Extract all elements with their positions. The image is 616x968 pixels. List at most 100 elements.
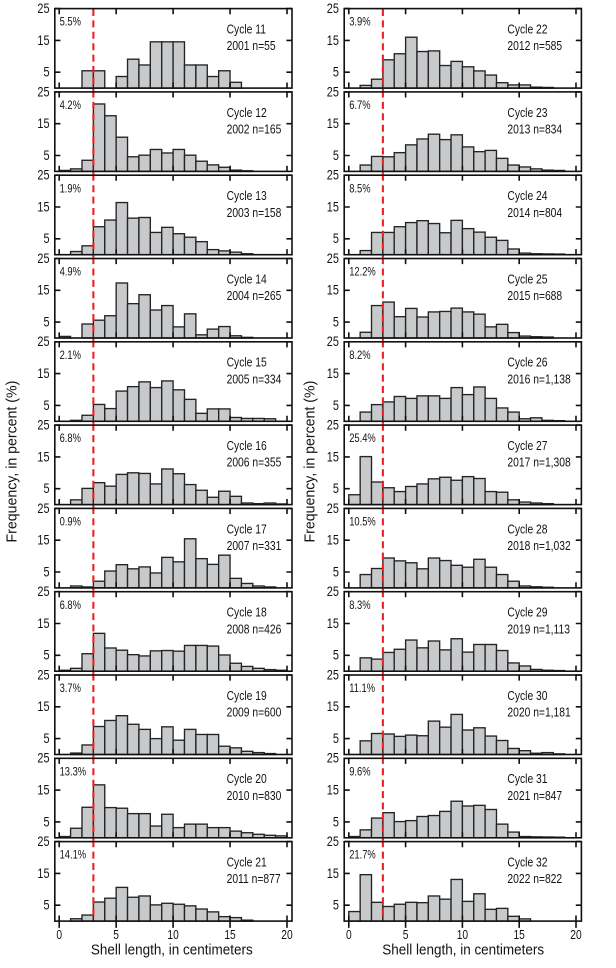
svg-text:5.5%: 5.5% (60, 16, 82, 29)
svg-text:15: 15 (37, 283, 49, 298)
svg-text:25: 25 (327, 334, 339, 349)
svg-text:2002 n=165: 2002 n=165 (227, 122, 282, 136)
svg-text:25: 25 (37, 501, 49, 516)
svg-text:25: 25 (327, 1, 339, 16)
svg-text:5: 5 (333, 897, 339, 912)
svg-text:10: 10 (167, 929, 178, 942)
svg-text:3.9%: 3.9% (349, 16, 371, 29)
svg-text:15: 15 (327, 283, 339, 298)
svg-text:Cycle 26: Cycle 26 (507, 356, 547, 370)
svg-text:2013 n=834: 2013 n=834 (507, 122, 562, 136)
svg-text:5: 5 (43, 231, 49, 246)
svg-text:2009 n=600: 2009 n=600 (227, 706, 282, 720)
svg-text:Cycle 29: Cycle 29 (507, 606, 547, 620)
svg-text:25: 25 (327, 501, 339, 516)
svg-text:4.2%: 4.2% (60, 99, 82, 112)
svg-text:25: 25 (37, 417, 49, 432)
svg-text:Cycle 23: Cycle 23 (507, 106, 547, 120)
svg-text:Cycle 22: Cycle 22 (507, 22, 547, 36)
svg-text:2020 n=1,181: 2020 n=1,181 (507, 706, 570, 720)
svg-text:15: 15 (37, 199, 49, 214)
svg-text:2017 n=1,308: 2017 n=1,308 (507, 456, 570, 470)
svg-text:21.7%: 21.7% (349, 849, 376, 862)
svg-text:15: 15 (37, 33, 49, 48)
svg-text:6.7%: 6.7% (349, 99, 371, 112)
svg-text:15: 15 (37, 366, 49, 381)
svg-text:15: 15 (327, 782, 339, 797)
svg-text:2003 n=158: 2003 n=158 (227, 206, 282, 220)
svg-text:25: 25 (37, 167, 49, 182)
svg-text:5: 5 (43, 731, 49, 746)
svg-text:Cycle 20: Cycle 20 (227, 772, 268, 786)
svg-text:25: 25 (327, 751, 339, 766)
svg-text:15: 15 (327, 199, 339, 214)
svg-text:Frequency, in percent (%): Frequency, in percent (%) (4, 381, 20, 543)
svg-text:25: 25 (327, 167, 339, 182)
svg-text:15: 15 (327, 866, 339, 881)
svg-text:10.5%: 10.5% (349, 516, 376, 529)
svg-text:5: 5 (333, 64, 339, 79)
svg-text:Shell length, in centimeters: Shell length, in centimeters (91, 941, 253, 958)
svg-text:2012 n=585: 2012 n=585 (507, 39, 562, 53)
svg-text:2008 n=426: 2008 n=426 (227, 622, 282, 636)
svg-text:6.8%: 6.8% (60, 432, 82, 445)
svg-text:15: 15 (37, 532, 49, 547)
svg-text:15: 15 (37, 449, 49, 464)
svg-text:2005 n=334: 2005 n=334 (227, 372, 282, 386)
svg-text:0: 0 (346, 929, 352, 942)
svg-text:25: 25 (37, 84, 49, 99)
svg-text:20: 20 (281, 929, 292, 942)
svg-text:20: 20 (570, 929, 581, 942)
svg-text:Cycle 30: Cycle 30 (507, 689, 548, 703)
svg-text:3.7%: 3.7% (60, 682, 82, 695)
svg-text:5: 5 (43, 648, 49, 663)
svg-text:5: 5 (43, 481, 49, 496)
svg-text:25: 25 (327, 251, 339, 266)
svg-text:15: 15 (514, 929, 525, 942)
svg-text:6.8%: 6.8% (60, 599, 82, 612)
svg-text:Cycle 11: Cycle 11 (227, 22, 266, 36)
svg-text:Cycle 32: Cycle 32 (507, 855, 547, 869)
svg-text:5: 5 (333, 481, 339, 496)
svg-text:2016 n=1,138: 2016 n=1,138 (507, 372, 570, 386)
svg-text:8.5%: 8.5% (349, 182, 371, 195)
svg-text:25: 25 (37, 834, 49, 849)
svg-text:15: 15 (327, 532, 339, 547)
svg-text:2014 n=804: 2014 n=804 (507, 206, 562, 220)
svg-text:25: 25 (37, 667, 49, 682)
svg-text:2004 n=265: 2004 n=265 (227, 289, 282, 303)
svg-text:5: 5 (333, 398, 339, 413)
svg-text:8.3%: 8.3% (349, 599, 371, 612)
svg-text:5: 5 (43, 814, 49, 829)
svg-text:25: 25 (37, 751, 49, 766)
svg-text:Cycle 14: Cycle 14 (227, 272, 268, 286)
svg-text:Shell length, in centimeters: Shell length, in centimeters (382, 941, 544, 958)
svg-text:25.4%: 25.4% (349, 432, 376, 445)
svg-text:9.6%: 9.6% (349, 765, 371, 778)
svg-text:15: 15 (327, 699, 339, 714)
svg-text:5: 5 (403, 929, 409, 942)
svg-text:5: 5 (113, 929, 119, 942)
svg-text:1.9%: 1.9% (60, 182, 82, 195)
svg-text:2011 n=877: 2011 n=877 (227, 872, 281, 886)
svg-text:14.1%: 14.1% (60, 849, 87, 862)
svg-text:8.2%: 8.2% (349, 349, 371, 362)
svg-text:25: 25 (327, 417, 339, 432)
svg-text:5: 5 (333, 814, 339, 829)
svg-text:12.2%: 12.2% (349, 266, 376, 279)
svg-text:25: 25 (37, 584, 49, 599)
svg-text:5: 5 (43, 897, 49, 912)
svg-text:2001 n=55: 2001 n=55 (227, 39, 276, 53)
svg-text:2010 n=830: 2010 n=830 (227, 789, 282, 803)
svg-text:15: 15 (327, 116, 339, 131)
svg-text:Cycle 25: Cycle 25 (507, 272, 547, 286)
svg-text:25: 25 (327, 667, 339, 682)
svg-text:15: 15 (37, 616, 49, 631)
svg-text:15: 15 (327, 616, 339, 631)
svg-text:5: 5 (43, 398, 49, 413)
svg-text:25: 25 (327, 584, 339, 599)
svg-text:0: 0 (56, 929, 62, 942)
svg-text:2006 n=355: 2006 n=355 (227, 456, 282, 470)
svg-text:2021 n=847: 2021 n=847 (507, 789, 562, 803)
svg-text:Frequency, in percent (%): Frequency, in percent (%) (302, 381, 318, 543)
